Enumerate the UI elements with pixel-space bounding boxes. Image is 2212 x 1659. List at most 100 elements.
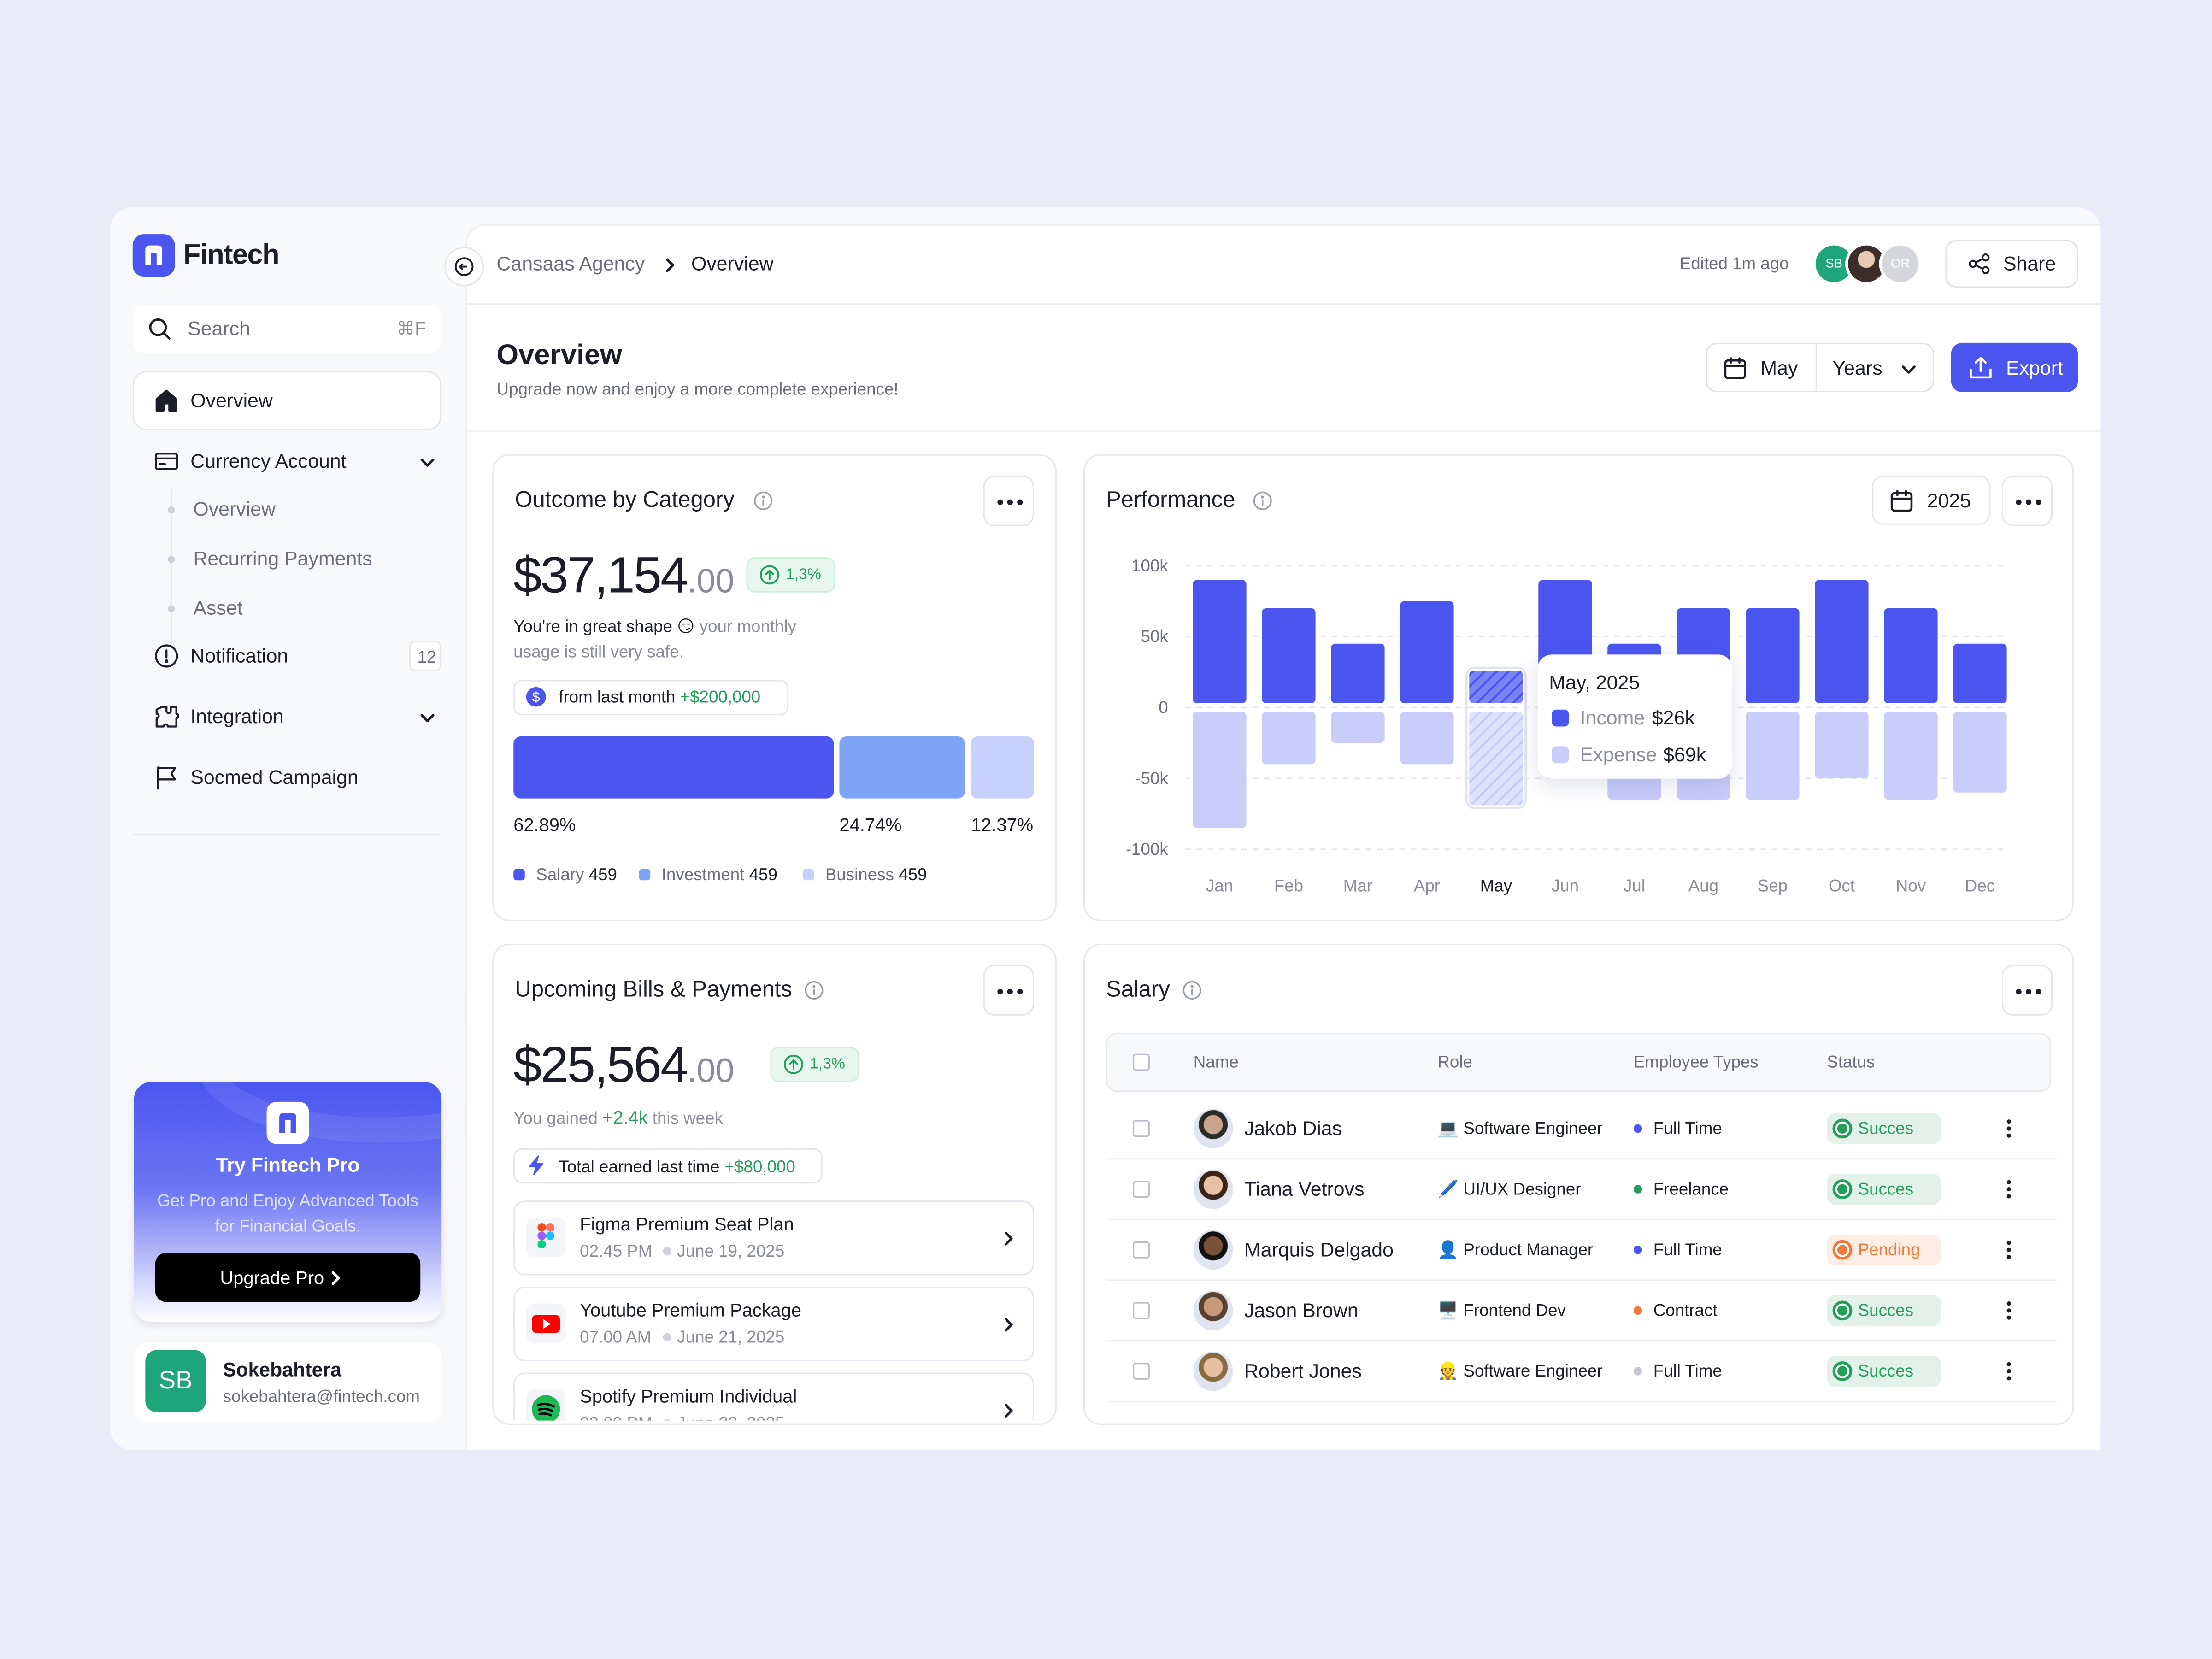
row-divider: [1106, 1340, 2057, 1342]
chevron-down-glyph: [420, 714, 435, 723]
nav-item: Overview: [190, 388, 273, 412]
x-tick-label: Mar: [1343, 877, 1372, 895]
bolt-icon: [525, 1154, 547, 1177]
card: [1083, 943, 2074, 1425]
status-pill: Succes: [1827, 1295, 1941, 1326]
legend-item: Business 459: [825, 865, 927, 885]
card-title: Salary: [1106, 978, 1170, 1002]
share-button[interactable]: [1945, 240, 2078, 288]
page-title: Overview: [496, 340, 622, 371]
row-menu[interactable]: [2003, 1360, 2014, 1382]
tooltip-title: May, 2025: [1549, 671, 1640, 694]
info-icon: [804, 981, 824, 1000]
bill-item[interactable]: [513, 1200, 1034, 1276]
info-icon-glyph: [1182, 981, 1201, 1000]
amount-main: $37,154: [513, 546, 688, 604]
bar: [1331, 643, 1385, 704]
page-subtitle: Upgrade now and enjoy a more complete ex…: [496, 379, 899, 399]
nav-icon-glyph: [155, 644, 178, 668]
chevron: [1000, 1315, 1017, 1332]
chevron-down-glyph: [1901, 365, 1916, 374]
nav-tree-line: [171, 489, 172, 648]
legend-item: Salary 459: [536, 865, 617, 885]
row-divider: [1106, 1218, 2057, 1220]
checkbox[interactable]: [1133, 1120, 1150, 1137]
type-dot: [1633, 1124, 1642, 1133]
segment-share: 24.74%: [839, 814, 902, 835]
y-tick-label: 0: [1159, 698, 1168, 717]
upgrade-button[interactable]: Upgrade Pro: [155, 1253, 421, 1302]
checkbox[interactable]: [1133, 1302, 1150, 1319]
bill-item[interactable]: [513, 1286, 1034, 1362]
sidebar-divider: [132, 834, 442, 835]
row-menu[interactable]: [2003, 1299, 2014, 1322]
more-glyph: [997, 499, 1023, 505]
legend-count: 459: [749, 865, 777, 885]
avatar-initials: OR: [1890, 256, 1910, 271]
topbar-divider: [465, 303, 2101, 305]
nav-icon: [154, 448, 179, 474]
tooltip: May, 2025 Income $26k Expense $69k: [1537, 654, 1733, 779]
chevron-glyph: [1004, 1318, 1013, 1332]
bill-icon: [526, 1303, 566, 1343]
kebab-glyph: [2006, 1119, 2011, 1138]
kebab-glyph: [2006, 1362, 2011, 1381]
chevron-down-glyph: [420, 459, 435, 467]
total-value: +$80,000: [724, 1156, 795, 1176]
legend-name: Salary: [536, 865, 584, 885]
row-menu[interactable]: [2003, 1178, 2014, 1200]
more-button[interactable]: [983, 475, 1034, 526]
status-glyph: [1835, 1121, 1850, 1136]
nav-item: Socmed Campaign: [190, 765, 359, 788]
bill-item[interactable]: [513, 1372, 1034, 1421]
note-rest: your monthly usage is still very safe.: [513, 616, 797, 662]
more-button[interactable]: [2001, 965, 2053, 1016]
employee-status: Succes: [1858, 1300, 1914, 1320]
search-box[interactable]: [132, 305, 442, 353]
column-header: Employee Types: [1633, 1052, 1759, 1072]
export-icon: [1968, 355, 1993, 381]
export-button[interactable]: [1951, 342, 2078, 393]
row-divider: [1106, 1158, 2057, 1160]
column-header: Name: [1193, 1052, 1239, 1072]
bill-name: Figma Premium Seat Plan: [580, 1213, 794, 1235]
more-button[interactable]: [2001, 475, 2053, 526]
dollar-glyph: $: [532, 689, 540, 705]
chevron-glyph: [1004, 1404, 1013, 1418]
gained-label: You gained: [513, 1108, 598, 1128]
nav-active[interactable]: [132, 371, 442, 430]
employee-name: Jason Brown: [1244, 1299, 1359, 1322]
bar: [1746, 712, 1800, 800]
nav-subitem: Overview: [193, 497, 276, 520]
checkbox[interactable]: [1133, 1241, 1150, 1259]
table-header: [1106, 1032, 2052, 1092]
chevron-down: [419, 453, 436, 470]
row-menu[interactable]: [2003, 1239, 2014, 1261]
collapse-button[interactable]: [444, 247, 484, 287]
row-menu[interactable]: [2003, 1117, 2014, 1140]
bill-date: June 19, 2025: [677, 1241, 785, 1261]
status-glyph: [1835, 1182, 1850, 1196]
bill-sep-dot: [663, 1419, 672, 1421]
legend-swatch: [639, 869, 651, 881]
bar: [1815, 712, 1869, 779]
bar: [1469, 671, 1523, 704]
date-filter[interactable]: [1706, 342, 1934, 393]
checkbox[interactable]: [1133, 1053, 1150, 1071]
checkbox[interactable]: [1133, 1181, 1150, 1198]
calendar-icon-glyph: [1890, 490, 1913, 512]
employee-type: Full Time: [1653, 1118, 1722, 1138]
search-icon: [148, 318, 171, 340]
y-tick-label: -50k: [1135, 769, 1168, 788]
export-icon-glyph: [1970, 357, 1992, 379]
x-tick-label: Oct: [1829, 877, 1855, 895]
checkbox[interactable]: [1133, 1363, 1150, 1380]
bar: [1746, 608, 1800, 704]
x-tick-label: Aug: [1688, 877, 1718, 895]
employee-name: Tiana Vetrovs: [1244, 1177, 1365, 1200]
bar: [1400, 712, 1454, 765]
more-button[interactable]: [983, 965, 1034, 1016]
avatar-initials: SB: [1825, 256, 1842, 271]
employee-status: Succes: [1858, 1179, 1914, 1199]
